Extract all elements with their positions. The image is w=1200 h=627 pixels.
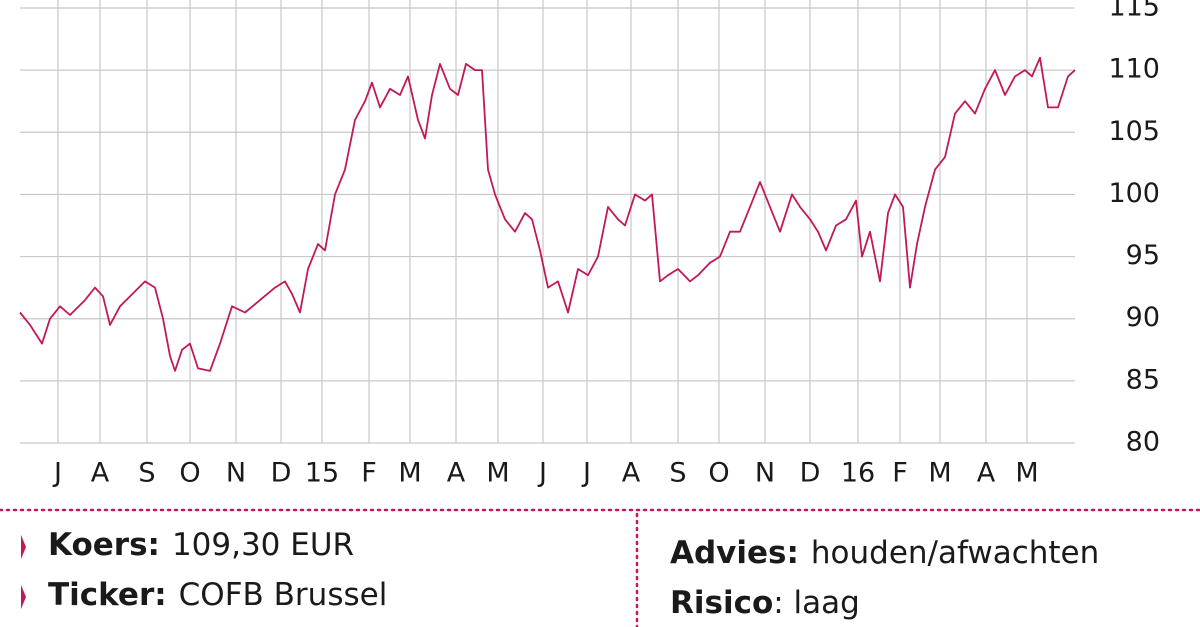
y-tick-label: 95 bbox=[1126, 240, 1160, 271]
x-tick-label: J bbox=[581, 458, 591, 489]
x-tick-label: M bbox=[928, 458, 951, 489]
x-tick-label: J bbox=[537, 458, 547, 489]
x-tick-label: A bbox=[622, 458, 641, 489]
y-tick-label: 110 bbox=[1108, 54, 1160, 85]
value: 109,30 EUR bbox=[172, 527, 354, 563]
price-line bbox=[19, 56, 1076, 372]
x-tick-label: F bbox=[361, 458, 377, 489]
value: : laag bbox=[773, 585, 860, 621]
x-tick-label: N bbox=[226, 458, 246, 489]
y-tick-label: 115 bbox=[1108, 0, 1160, 23]
value: houden/afwachten bbox=[811, 535, 1099, 571]
y-tick-label: 100 bbox=[1108, 178, 1160, 209]
y-tick-label: 80 bbox=[1126, 427, 1160, 458]
info-line: Koers: 109,30 EUR bbox=[48, 527, 354, 563]
y-tick-label: 85 bbox=[1126, 364, 1160, 395]
x-tick-label: A bbox=[447, 458, 466, 489]
x-tick-label: A bbox=[91, 458, 110, 489]
y-tick-label: 105 bbox=[1108, 116, 1160, 147]
x-tick-label: N bbox=[755, 458, 775, 489]
label: Advies: bbox=[670, 535, 799, 571]
info-line: Advies: houden/afwachten bbox=[670, 535, 1099, 571]
x-tick-label: S bbox=[669, 458, 686, 489]
label: Ticker: bbox=[48, 577, 167, 613]
x-tick-label: D bbox=[271, 458, 292, 489]
x-tick-label: M bbox=[486, 458, 509, 489]
x-tick-label: D bbox=[800, 458, 821, 489]
x-tick-label: 15 bbox=[305, 458, 339, 489]
x-tick-label: O bbox=[708, 458, 729, 489]
bullet bbox=[21, 585, 26, 609]
x-tick-label: M bbox=[1015, 458, 1038, 489]
x-tick-label: J bbox=[52, 458, 62, 489]
x-tick-label: 16 bbox=[841, 458, 875, 489]
x-tick-label: F bbox=[892, 458, 908, 489]
bullet bbox=[21, 535, 26, 559]
label: Risico bbox=[670, 585, 773, 621]
x-tick-label: O bbox=[179, 458, 200, 489]
label: Koers: bbox=[48, 527, 160, 563]
y-tick-label: 90 bbox=[1126, 302, 1160, 333]
info-line: Risico: laag bbox=[670, 585, 860, 621]
info-line: Ticker: COFB Brussel bbox=[48, 577, 387, 613]
x-tick-label: M bbox=[398, 458, 421, 489]
x-tick-label: A bbox=[977, 458, 996, 489]
value: COFB Brussel bbox=[179, 577, 388, 613]
x-tick-label: S bbox=[138, 458, 155, 489]
